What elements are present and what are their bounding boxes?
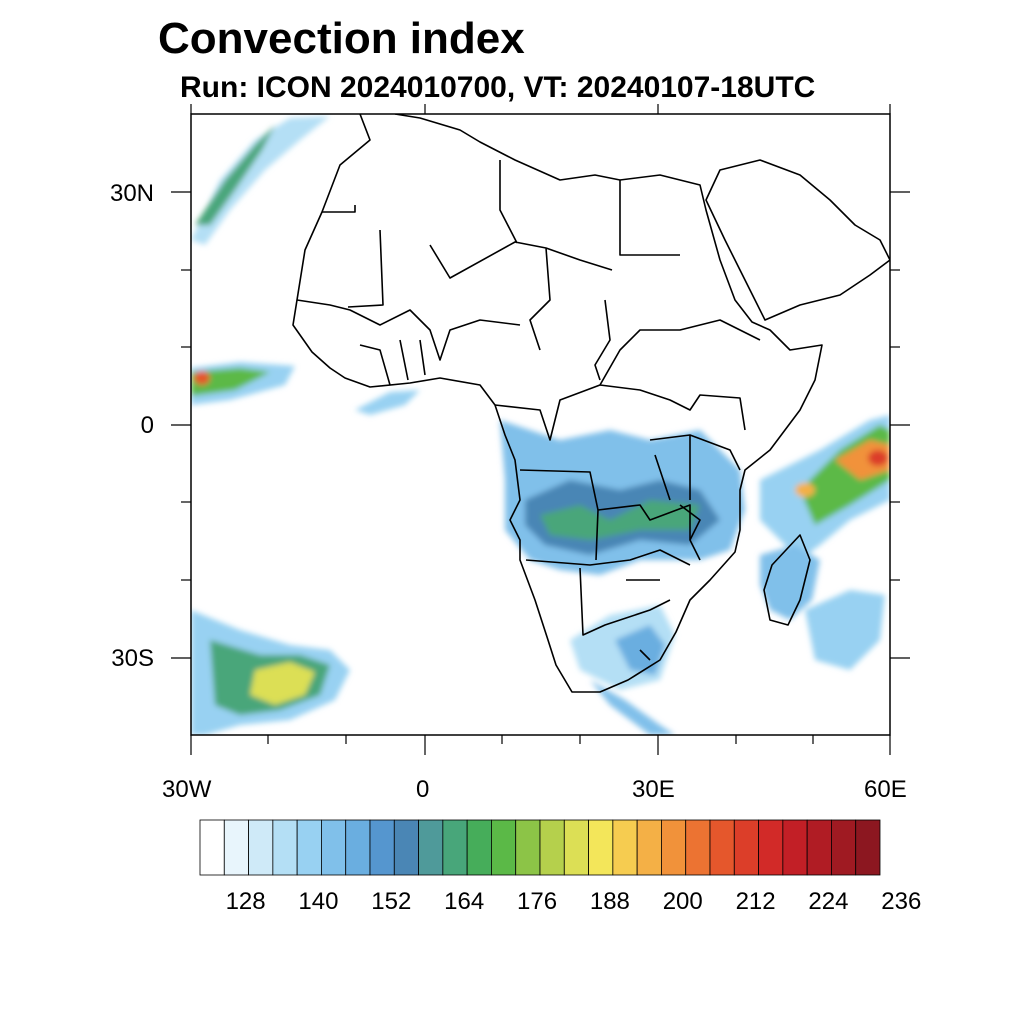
field-indian-ocean-hot [835,440,890,480]
lat-label-30s: 30S [111,645,154,672]
field-sw-atlantic-hot [250,662,315,705]
colorbar-box [491,819,517,876]
colorbar-box [782,819,808,876]
colorbar-box [588,819,614,876]
field-gulf-guinea [355,390,420,415]
coastlines [292,114,890,693]
madagascar-coastline [763,534,811,626]
colorbar-label: 200 [662,888,703,915]
colorbar-box [685,819,711,876]
colorbar-box [248,819,274,876]
colorbar-label: 128 [225,888,266,915]
field-madagascar [760,545,820,620]
colorbar-box [661,819,687,876]
arabia-coastline [705,159,890,321]
lon-label-30w: 30W [162,776,212,803]
colorbar-label: 224 [808,888,849,915]
field-eq-hotspot [194,371,210,385]
field-central-green [540,500,700,540]
colorbar-box [855,819,881,876]
colorbar-box [442,819,468,876]
field-se-ocean [805,590,885,670]
borders-south [519,469,701,661]
colorbar-box [296,819,322,876]
colorbar-label: 164 [444,888,485,915]
colorbar-label: 152 [371,888,412,915]
colorbar [199,819,881,876]
chart-subtitle: Run: ICON 2024010700, VT: 20240107-18UTC [180,71,816,104]
colorbar-box [733,819,759,876]
map-frame [190,113,891,736]
field-indian-hotspot [868,450,888,466]
field-eq-atlantic-core [191,368,270,396]
chart-title: Convection index [158,14,525,63]
colorbar-label: 212 [735,888,776,915]
colorbar-label: 188 [589,888,630,915]
colorbar-label: 140 [298,888,339,915]
field-nw-atlantic [191,116,330,245]
colorbar-box [369,819,395,876]
lon-label-30e: 30E [632,776,675,803]
colorbar-box [272,819,298,876]
borders-west [296,299,521,386]
convection-fields [191,116,890,735]
field-indian-spot [795,483,815,497]
borders-north [322,160,680,381]
colorbar-box [515,819,541,876]
lon-label-60e: 60E [864,776,907,803]
colorbar-box [806,819,832,876]
colorbar-box [709,819,735,876]
borders-east [649,434,741,541]
colorbar-box [831,819,857,876]
lat-label-30n: 30N [109,180,154,207]
colorbar-box [321,819,347,876]
field-nw-atlantic-core [195,125,275,225]
colorbar-box [466,819,492,876]
lat-label-0: 0 [140,412,154,439]
colorbar-box [393,819,419,876]
colorbar-box [612,819,638,876]
map-ticks [171,104,910,755]
lon-label-0: 0 [416,776,430,803]
colorbar-box [758,819,784,876]
borders-central [494,319,761,441]
colorbar-label: 236 [881,888,922,915]
africa-coastline [292,114,823,693]
colorbar-label: 176 [517,888,558,915]
colorbar-box [636,819,662,876]
colorbar-box [563,819,589,876]
colorbar-box [539,819,565,876]
colorbar-box [199,819,225,876]
colorbar-box [223,819,249,876]
colorbar-box [345,819,371,876]
colorbar-box [418,819,444,876]
field-sw-streak [590,680,675,735]
